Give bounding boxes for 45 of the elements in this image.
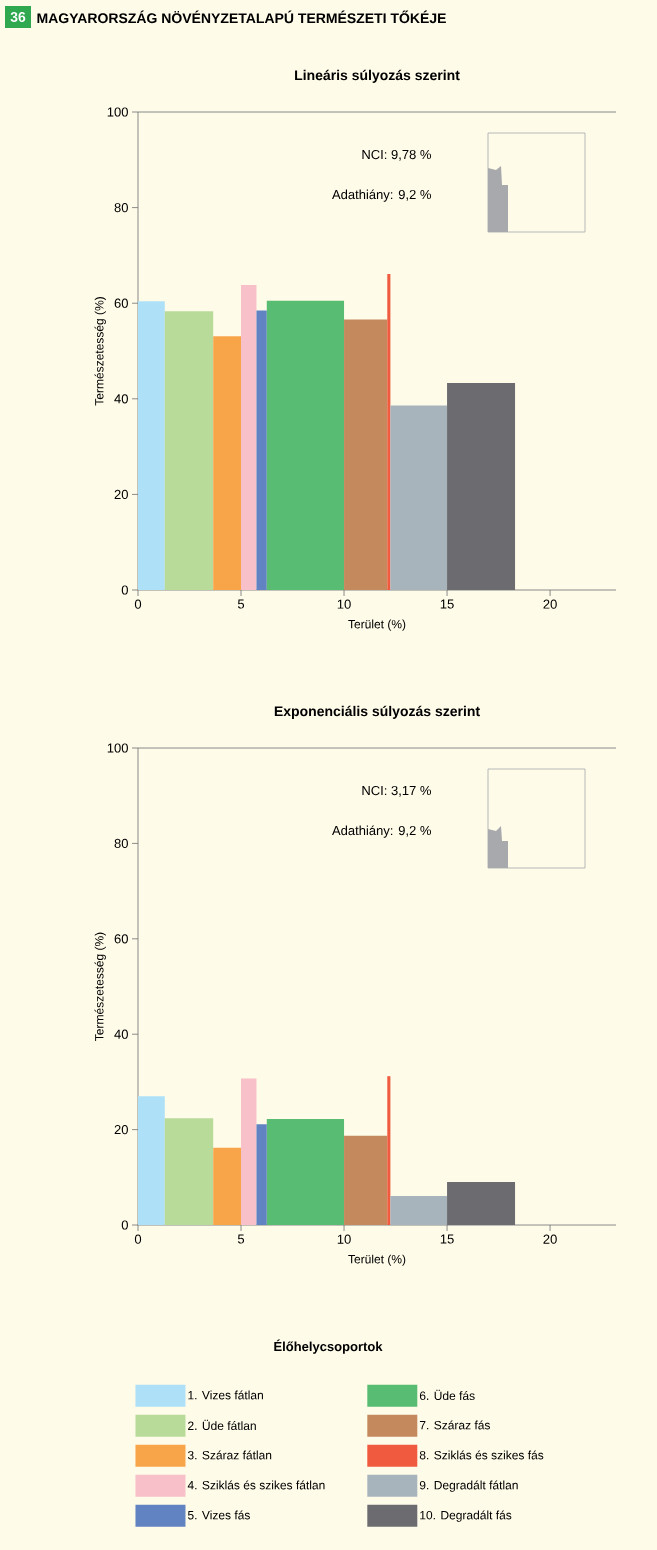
x-tick-label: 10 <box>337 599 351 609</box>
legend-label: 9. Degradált fátlan <box>419 1480 518 1492</box>
legend-label: 2. Üde fátlan <box>188 1419 256 1431</box>
legend-label: 10. Degradált fás <box>420 1510 512 1522</box>
y-tick-label: 60 <box>114 298 128 308</box>
y-tick-label: 0 <box>121 585 128 595</box>
y-tick-label: 100 <box>107 107 128 117</box>
x-tick-label: 15 <box>440 1234 454 1244</box>
x-tick-label: 15 <box>440 599 454 609</box>
legend-title: Élőhelycsoportok <box>274 1339 383 1354</box>
y-tick-label: 40 <box>114 1029 128 1039</box>
x-axis-title: Terület (%) <box>348 619 406 631</box>
chart-subtitle: Exponenciális súlyozás szerint <box>274 705 480 719</box>
annotation: NCI: 9,78 % <box>362 149 431 161</box>
y-tick-label: 40 <box>114 394 128 404</box>
y-axis-title: Természetesség (%) <box>94 932 106 1041</box>
x-tick-label: 5 <box>237 1234 245 1244</box>
y-tick-label: 100 <box>107 743 128 753</box>
chart-title: MAGYARORSZÁG NÖVÉNYZETALAPÚ TERMÉSZETI TŐKÉJE <box>37 10 446 24</box>
x-tick-label: 20 <box>543 1234 557 1244</box>
annotation: NCI: 3,17 % <box>362 785 431 797</box>
legend-label: 6. Üde fás <box>419 1389 475 1401</box>
legend-label: 3. Száraz fátlan <box>187 1450 272 1460</box>
legend-label: 4. Sziklás és szikes fátlan <box>187 1480 325 1490</box>
x-axis-title: Terület (%) <box>348 1254 406 1266</box>
legend-label: 8. Sziklás és szikes fás <box>419 1450 544 1460</box>
y-tick-label: 20 <box>114 1125 128 1135</box>
chart-subtitle: Lineáris súlyozás szerint <box>295 69 460 83</box>
text: 36 <box>10 12 26 22</box>
x-tick-label: 20 <box>543 599 557 609</box>
legend-label: 1. Vizes fátlan <box>188 1390 263 1400</box>
x-tick-label: 5 <box>237 599 245 609</box>
y-tick-label: 0 <box>121 1220 128 1230</box>
y-tick-label: 80 <box>114 203 128 213</box>
x-tick-label: 10 <box>337 1234 351 1244</box>
y-tick-label: 80 <box>114 838 128 849</box>
annotation: Adathiány: 9,2 % <box>332 189 431 202</box>
x-tick-label: 0 <box>134 599 142 609</box>
y-tick-label: 20 <box>114 489 128 500</box>
legend-label: 5. Vizes fás <box>187 1510 250 1520</box>
annotation: Adathiány: 9,2 % <box>332 825 431 838</box>
legend-label: 7. Száraz fás <box>419 1420 490 1430</box>
y-axis-title: Természetesség (%) <box>94 297 106 406</box>
x-tick-label: 0 <box>134 1234 142 1244</box>
y-tick-label: 60 <box>114 934 128 944</box>
